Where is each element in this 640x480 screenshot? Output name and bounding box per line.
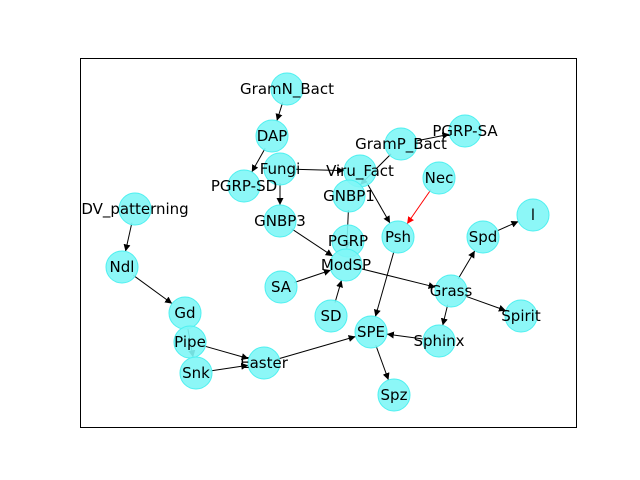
- node-label-pgrp-sa: PGRP-SA: [432, 122, 498, 140]
- node-ndl: [105, 250, 139, 284]
- node-label-spirit: Spirit: [501, 307, 541, 325]
- node-l: [516, 198, 550, 232]
- node-gnbp1: [332, 179, 366, 213]
- node-dap: [255, 119, 289, 153]
- node-sphinx: [422, 324, 456, 358]
- node-label-pgrp: PGRP: [328, 232, 368, 250]
- node-label-l: l: [531, 206, 535, 224]
- node-label-fungi: Fungi: [260, 160, 301, 178]
- node-label-psh: Psh: [385, 228, 411, 246]
- plot-frame: [80, 58, 577, 428]
- node-dv-patterning: [118, 192, 152, 226]
- node-psh: [381, 220, 415, 254]
- node-label-ndl: Ndl: [110, 258, 135, 276]
- edge-pipe-to-easter: [203, 345, 249, 361]
- edge-viru-fact-to-psh: [366, 182, 391, 224]
- node-label-spe: SPE: [357, 323, 385, 341]
- node-label-gd: Gd: [174, 304, 195, 322]
- node-sa: [264, 270, 298, 304]
- edge-spe-to-spz: [375, 345, 390, 381]
- node-label-spz: Spz: [381, 386, 408, 404]
- node-label-gramn-bact: GramN_Bact: [240, 80, 334, 99]
- edge-grass-to-spirit: [464, 295, 507, 312]
- node-gramp-bact: [384, 127, 418, 161]
- node-gnbp3: [263, 204, 297, 238]
- edge-gnbp3-to-modsp: [291, 228, 333, 257]
- node-label-snk: Snk: [182, 364, 210, 382]
- node-fungi: [263, 152, 297, 186]
- node-spe: [354, 315, 388, 349]
- node-label-pipe: Pipe: [174, 333, 206, 351]
- node-gramn-bact: [270, 72, 304, 106]
- node-label-gramp-bact: GramP_Bact: [355, 135, 447, 154]
- edge-grass-to-spd: [457, 250, 476, 280]
- node-sd: [314, 299, 348, 333]
- node-spd: [466, 220, 500, 254]
- node-label-sa: SA: [271, 278, 292, 296]
- node-snk: [179, 356, 213, 390]
- node-label-modsp: ModSP: [321, 256, 371, 274]
- node-label-dv-patterning: DV_patterning: [81, 200, 188, 219]
- node-modsp: [329, 248, 363, 282]
- edge-modsp-to-grass: [359, 267, 436, 289]
- edge-gramp-bact-to-pgrp-sa: [414, 132, 450, 142]
- node-spz: [377, 378, 411, 412]
- edge-sa-to-modsp: [294, 269, 331, 283]
- node-label-gnbp1: GNBP1: [323, 187, 375, 205]
- edge-nec-to-psh: [406, 189, 432, 225]
- node-easter: [247, 346, 281, 380]
- edge-gramn-bact-to-dap: [275, 102, 284, 121]
- edge-psh-to-spe: [373, 250, 395, 317]
- edge-fungi-to-viru-fact: [293, 166, 345, 174]
- node-label-grass: Grass: [430, 282, 473, 300]
- node-grass: [434, 274, 468, 308]
- node-nec: [422, 161, 456, 195]
- edge-dap-to-pgrp-sd: [251, 147, 266, 173]
- node-label-gnbp3: GNBP3: [254, 212, 306, 230]
- node-label-spd: Spd: [469, 228, 498, 246]
- node-label-dap: DAP: [257, 127, 288, 145]
- edge-sphinx-to-spe: [386, 331, 426, 340]
- edge-snk-to-easter: [209, 362, 249, 372]
- node-label-viru-fact: Viru_Fact: [326, 162, 394, 181]
- edge-sd-to-modsp: [334, 280, 343, 303]
- edge-ndl-to-gd: [133, 274, 173, 305]
- edge-easter-to-spe: [277, 335, 356, 360]
- node-label-pgrp-sd: PGRP-SD: [211, 177, 277, 195]
- node-pgrp-sd: [227, 169, 261, 203]
- edge-dv-patterning-to-ndl: [123, 222, 133, 252]
- node-spirit: [504, 299, 538, 333]
- edge-spd-to-l: [495, 220, 519, 232]
- node-label-sd: SD: [320, 307, 341, 325]
- node-label-nec: Nec: [425, 169, 454, 187]
- node-pgrp-sa: [448, 114, 482, 148]
- edge-grass-to-sphinx: [440, 304, 449, 326]
- node-label-easter: Easter: [240, 354, 289, 372]
- node-label-sphinx: Sphinx: [413, 332, 464, 350]
